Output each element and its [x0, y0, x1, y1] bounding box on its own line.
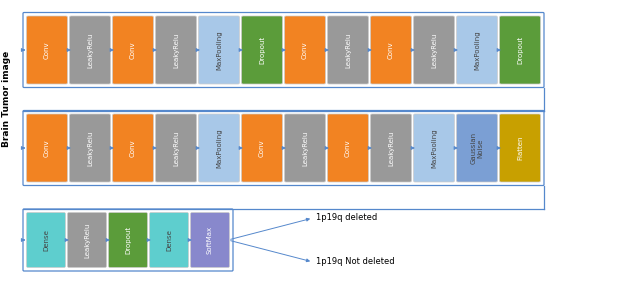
- Text: 1p19q deleted: 1p19q deleted: [316, 214, 377, 222]
- FancyBboxPatch shape: [113, 114, 154, 182]
- FancyBboxPatch shape: [413, 16, 454, 84]
- Text: MaxPooling: MaxPooling: [216, 128, 222, 168]
- Text: Conv: Conv: [259, 139, 265, 157]
- Text: Conv: Conv: [345, 139, 351, 157]
- Text: LeakyRelu: LeakyRelu: [84, 222, 90, 258]
- FancyBboxPatch shape: [456, 16, 497, 84]
- Text: LeakyRelu: LeakyRelu: [87, 32, 93, 68]
- FancyBboxPatch shape: [156, 16, 196, 84]
- FancyBboxPatch shape: [70, 114, 111, 182]
- Text: Flatten: Flatten: [517, 136, 523, 160]
- FancyBboxPatch shape: [198, 16, 239, 84]
- FancyBboxPatch shape: [67, 212, 106, 268]
- Text: Dense: Dense: [166, 229, 172, 251]
- FancyBboxPatch shape: [26, 114, 67, 182]
- FancyBboxPatch shape: [191, 212, 230, 268]
- Text: MaxPooling: MaxPooling: [474, 30, 480, 70]
- Text: LeakyRelu: LeakyRelu: [388, 130, 394, 166]
- FancyBboxPatch shape: [109, 212, 147, 268]
- Text: Conv: Conv: [130, 41, 136, 59]
- Text: LeakyRelu: LeakyRelu: [87, 130, 93, 166]
- FancyBboxPatch shape: [413, 114, 454, 182]
- Text: Conv: Conv: [44, 41, 50, 59]
- Text: LeakyRelu: LeakyRelu: [173, 32, 179, 68]
- FancyBboxPatch shape: [285, 114, 326, 182]
- Text: 1p19q Not deleted: 1p19q Not deleted: [316, 258, 395, 266]
- Text: Conv: Conv: [302, 41, 308, 59]
- FancyBboxPatch shape: [26, 16, 67, 84]
- Text: Conv: Conv: [44, 139, 50, 157]
- Text: Conv: Conv: [388, 41, 394, 59]
- Text: Gaussian
Noise: Gaussian Noise: [470, 132, 483, 164]
- FancyBboxPatch shape: [499, 114, 541, 182]
- Text: LeakyRelu: LeakyRelu: [302, 130, 308, 166]
- FancyBboxPatch shape: [113, 16, 154, 84]
- Text: MaxPooling: MaxPooling: [216, 30, 222, 70]
- Text: Conv: Conv: [130, 139, 136, 157]
- FancyBboxPatch shape: [328, 114, 369, 182]
- Text: LeakyRelu: LeakyRelu: [173, 130, 179, 166]
- Text: Brain Tumor image: Brain Tumor image: [3, 51, 12, 147]
- FancyBboxPatch shape: [26, 212, 65, 268]
- Text: Dropout: Dropout: [125, 226, 131, 254]
- FancyBboxPatch shape: [241, 16, 282, 84]
- Text: MaxPooling: MaxPooling: [431, 128, 437, 168]
- FancyBboxPatch shape: [70, 16, 111, 84]
- FancyBboxPatch shape: [371, 114, 412, 182]
- Text: SoftMax: SoftMax: [207, 226, 213, 254]
- FancyBboxPatch shape: [156, 114, 196, 182]
- FancyBboxPatch shape: [198, 114, 239, 182]
- Text: LeakyRelu: LeakyRelu: [345, 32, 351, 68]
- Text: Dense: Dense: [43, 229, 49, 251]
- Text: LeakyRelu: LeakyRelu: [431, 32, 437, 68]
- FancyBboxPatch shape: [285, 16, 326, 84]
- Text: Dropout: Dropout: [259, 36, 265, 64]
- Text: Dropout: Dropout: [517, 36, 523, 64]
- FancyBboxPatch shape: [371, 16, 412, 84]
- FancyBboxPatch shape: [456, 114, 497, 182]
- FancyBboxPatch shape: [241, 114, 282, 182]
- FancyBboxPatch shape: [150, 212, 189, 268]
- FancyBboxPatch shape: [328, 16, 369, 84]
- FancyBboxPatch shape: [499, 16, 541, 84]
